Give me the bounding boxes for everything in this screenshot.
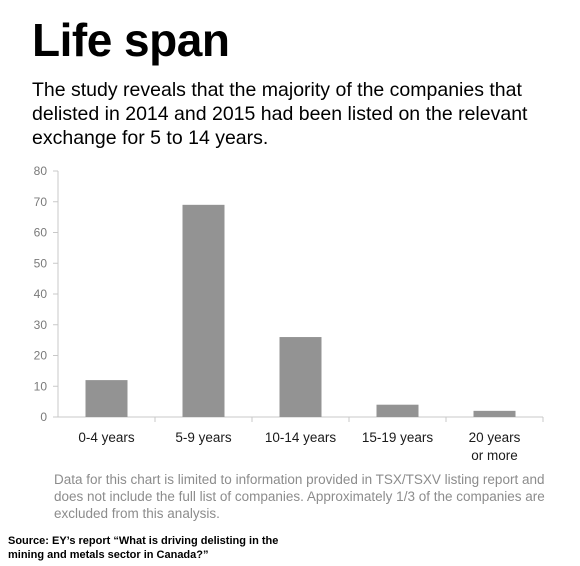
- footnote-line: Data for this chart is limited to inform…: [54, 472, 545, 487]
- source-citation: Source: EY’s report “What is driving del…: [8, 534, 278, 562]
- y-tick-label: 30: [34, 318, 48, 332]
- bar: [473, 410, 516, 417]
- y-tick-label: 0: [40, 410, 47, 424]
- footnote-line: does not include the full list of compan…: [54, 489, 545, 504]
- x-tick-label: 0-4 years: [78, 430, 135, 445]
- y-tick-label: 80: [34, 164, 48, 178]
- y-tick-label: 60: [34, 226, 48, 240]
- x-tick-label: 15-19 years: [362, 430, 434, 445]
- x-tick-label: 5-9 years: [175, 430, 232, 445]
- bar-chart: 0 10 20 30 40 50 60 70 80 0-4 years 5-9 years 10-14…: [34, 164, 544, 463]
- subtitle-line: The study reveals that the majority of t…: [32, 79, 522, 101]
- bar: [279, 337, 322, 417]
- chart-subtitle: The study reveals that the majority of t…: [32, 78, 567, 150]
- x-tick-label: or more: [471, 448, 518, 463]
- x-tick-label: 10-14 years: [265, 430, 337, 445]
- subtitle-line: exchange for 5 to 14 years.: [32, 127, 269, 149]
- y-tick-label: 70: [34, 195, 48, 209]
- y-tick-label: 10: [34, 379, 48, 393]
- source-line: mining and metals sector in Canada?”: [8, 549, 209, 561]
- y-tick-label: 20: [34, 349, 48, 363]
- y-tick-label: 40: [34, 287, 48, 301]
- x-tick-label: 20 years: [469, 430, 521, 445]
- subtitle-line: delisted in 2014 and 2015 had been liste…: [32, 103, 528, 125]
- bar: [85, 380, 128, 417]
- y-tick-label: 50: [34, 256, 48, 270]
- footnote-line: excluded from this analysis.: [54, 506, 220, 521]
- chart-title: Life span: [32, 14, 230, 66]
- source-line: Source: EY’s report “What is driving del…: [8, 535, 279, 547]
- bar: [182, 204, 225, 417]
- chart-footnote: Data for this chart is limited to inform…: [54, 471, 569, 522]
- bar: [376, 404, 419, 417]
